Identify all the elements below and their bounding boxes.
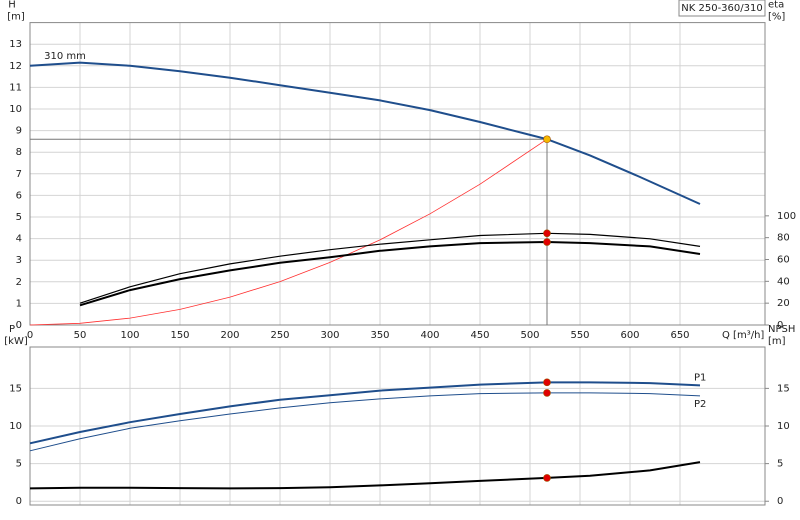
y2-tick-label: 0 bbox=[777, 320, 783, 331]
y-axis-label: H bbox=[8, 0, 16, 11]
curve-label: P2 bbox=[694, 399, 706, 410]
y2-tick-label: 15 bbox=[777, 383, 790, 394]
y-axis-unit: [m] bbox=[7, 12, 25, 23]
x-tick-label: 100 bbox=[120, 330, 139, 341]
y2-tick-label: 80 bbox=[777, 233, 790, 244]
y-tick-label: 3 bbox=[16, 255, 22, 266]
x-tick-label: 650 bbox=[670, 330, 689, 341]
x-tick-label: 500 bbox=[520, 330, 539, 341]
plot-frame bbox=[29, 346, 766, 506]
operating-point bbox=[543, 238, 551, 246]
y-tick-label: 15 bbox=[9, 383, 22, 394]
x-tick-label: 400 bbox=[420, 330, 439, 341]
y-tick-label: 8 bbox=[16, 147, 22, 158]
x-tick-label: 50 bbox=[74, 330, 87, 341]
y2-tick-label: 60 bbox=[777, 254, 790, 265]
y-tick-label: 4 bbox=[16, 234, 22, 245]
x-tick-label: 200 bbox=[220, 330, 239, 341]
x-tick-label: 300 bbox=[320, 330, 339, 341]
y2-axis-label: eta bbox=[768, 0, 784, 11]
curve bbox=[79, 232, 701, 304]
y2-axis-unit: [%] bbox=[768, 12, 785, 23]
curve bbox=[29, 138, 548, 326]
y2-tick-label: 20 bbox=[777, 298, 790, 309]
x-tick-label: 150 bbox=[170, 330, 189, 341]
operating-point bbox=[543, 229, 551, 238]
curve bbox=[29, 61, 701, 205]
x-tick-label: 450 bbox=[470, 330, 489, 341]
operating-point bbox=[543, 389, 551, 397]
y2-tick-label: 40 bbox=[777, 276, 790, 287]
y-axis-unit: [kW] bbox=[4, 336, 28, 347]
y2-axis-unit: [m] bbox=[768, 336, 786, 347]
curve bbox=[29, 392, 701, 452]
curve-label: P1 bbox=[694, 372, 706, 383]
x-tick-label: 0 bbox=[27, 330, 33, 341]
y-tick-label: 10 bbox=[9, 421, 22, 432]
curve bbox=[29, 461, 701, 490]
y-tick-label: 1 bbox=[16, 298, 22, 309]
y-tick-label: 12 bbox=[9, 61, 22, 72]
y2-tick-label: 5 bbox=[777, 459, 783, 470]
y2-tick-label: 10 bbox=[777, 421, 790, 432]
y-tick-label: 11 bbox=[9, 82, 22, 93]
y-tick-label: 13 bbox=[9, 39, 22, 50]
x-axis-label: Q [m³/h] bbox=[722, 330, 764, 341]
y-tick-label: 0 bbox=[16, 496, 22, 507]
plot-frame bbox=[29, 22, 766, 326]
y2-axis-label: NPSH bbox=[768, 324, 795, 335]
chart-title: NK 250-360/310 bbox=[681, 3, 762, 14]
curve-label: 310 mm bbox=[44, 51, 86, 62]
curve bbox=[29, 381, 701, 445]
y-tick-label: 5 bbox=[16, 212, 22, 223]
y-tick-label: 6 bbox=[16, 190, 22, 201]
title-box bbox=[678, 0, 766, 17]
y-tick-label: 10 bbox=[9, 104, 22, 115]
y-axis-label: P bbox=[9, 324, 15, 335]
y-tick-label: 2 bbox=[16, 277, 22, 288]
y-tick-label: 7 bbox=[16, 169, 22, 180]
y-tick-label: 9 bbox=[16, 126, 22, 137]
x-tick-label: 350 bbox=[370, 330, 389, 341]
x-tick-label: 250 bbox=[270, 330, 289, 341]
y2-tick-label: 0 bbox=[777, 496, 783, 507]
y-tick-label: 5 bbox=[16, 459, 22, 470]
x-tick-label: 600 bbox=[620, 330, 639, 341]
operating-point bbox=[543, 378, 551, 387]
x-tick-label: 550 bbox=[570, 330, 589, 341]
curve bbox=[79, 240, 701, 307]
operating-point bbox=[543, 474, 551, 482]
y-tick-label: 0 bbox=[16, 320, 22, 331]
operating-point bbox=[543, 135, 551, 144]
y2-tick-label: 100 bbox=[777, 211, 796, 222]
